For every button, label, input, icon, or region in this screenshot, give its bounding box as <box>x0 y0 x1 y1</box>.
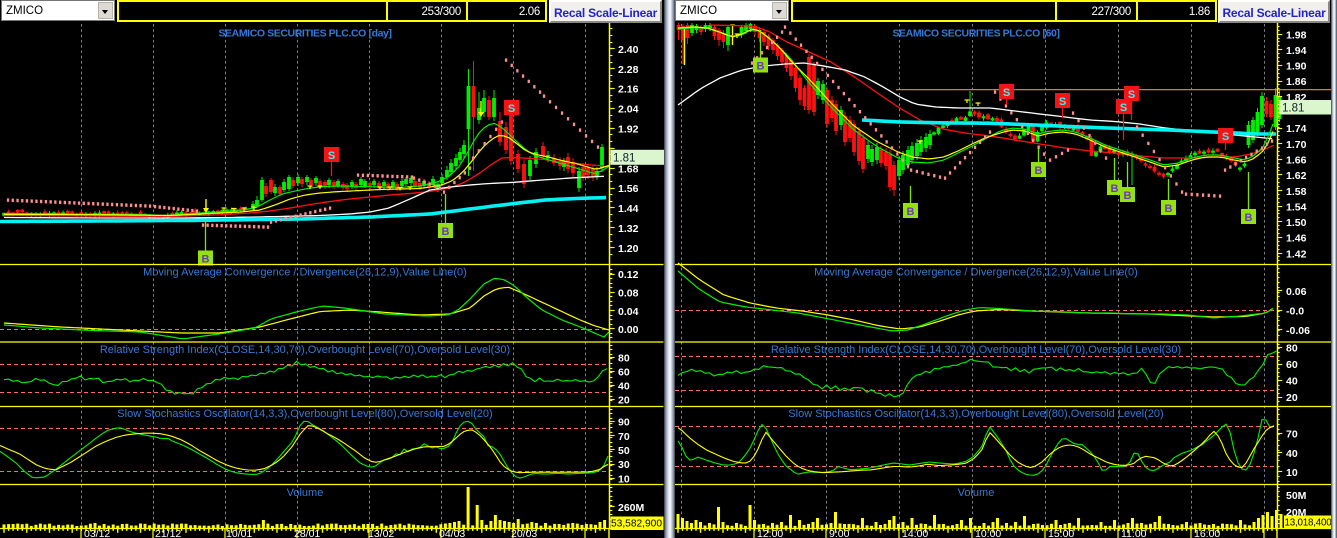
svg-text:SEAMICO SECURITIES PLC.CO [60]: SEAMICO SECURITIES PLC.CO [60] <box>892 28 1059 40</box>
svg-text:1.94: 1.94 <box>1286 45 1307 57</box>
svg-text:S: S <box>1120 102 1127 114</box>
svg-text:21/12: 21/12 <box>155 528 181 538</box>
svg-text:S: S <box>1059 96 1066 108</box>
svg-text:B: B <box>1124 190 1132 202</box>
svg-text:1.90: 1.90 <box>1286 61 1307 73</box>
svg-text:SEAMICO SECURITIES PLC.CO [day: SEAMICO SECURITIES PLC.CO [day] <box>218 28 391 40</box>
svg-text:Relative Strength Index(CLOSE,: Relative Strength Index(CLOSE,14,30,70),… <box>771 344 1181 356</box>
svg-text:Slow Stochastics Oscillator(14: Slow Stochastics Oscillator(14,3,3),Over… <box>788 408 1163 420</box>
svg-text:40: 40 <box>618 381 630 393</box>
svg-text:13/02: 13/02 <box>368 528 394 538</box>
svg-text:1.92: 1.92 <box>618 124 639 136</box>
svg-text:40: 40 <box>1286 448 1298 460</box>
svg-text:1.46: 1.46 <box>1286 233 1307 245</box>
svg-text:S: S <box>508 103 515 115</box>
svg-text:90: 90 <box>618 417 630 429</box>
svg-text:20: 20 <box>618 395 630 407</box>
svg-text:0.12: 0.12 <box>618 269 639 281</box>
svg-text:Slow Stochastics Oscillator(14: Slow Stochastics Oscillator(14,3,3),Over… <box>117 408 492 420</box>
svg-text:Moving Average Convergence / D: Moving Average Convergence / Divergence(… <box>814 267 1138 279</box>
svg-text:16:00: 16:00 <box>1194 528 1220 538</box>
svg-text:30: 30 <box>618 459 630 471</box>
svg-text:1.50: 1.50 <box>1286 217 1307 229</box>
svg-text:B: B <box>907 206 915 218</box>
svg-text:1.54: 1.54 <box>1286 201 1307 213</box>
svg-text:1.42: 1.42 <box>1286 248 1307 260</box>
svg-text:1.20: 1.20 <box>618 243 639 255</box>
svg-text:04/03: 04/03 <box>439 528 465 538</box>
svg-text:1.81: 1.81 <box>1282 103 1304 115</box>
svg-text:B: B <box>757 60 765 72</box>
svg-text:Volume: Volume <box>958 487 995 499</box>
svg-text:11:00: 11:00 <box>1121 528 1147 538</box>
svg-text:70: 70 <box>1286 429 1298 441</box>
svg-text:60: 60 <box>618 367 630 379</box>
svg-text:1.32: 1.32 <box>618 223 639 235</box>
svg-text:10:00: 10:00 <box>975 528 1001 538</box>
svg-text:1.98: 1.98 <box>1286 29 1307 41</box>
svg-text:260M: 260M <box>618 502 645 514</box>
svg-text:S: S <box>1003 87 1010 99</box>
svg-text:B: B <box>1111 183 1119 195</box>
svg-text:1.68: 1.68 <box>618 163 639 175</box>
svg-text:53,582,900: 53,582,900 <box>611 519 662 530</box>
svg-text:03/12: 03/12 <box>84 528 110 538</box>
svg-text:Moving Average Convergence / D: Moving Average Convergence / Divergence(… <box>143 267 467 279</box>
svg-text:10: 10 <box>1286 467 1298 479</box>
svg-text:40: 40 <box>1286 376 1298 388</box>
svg-text:1.58: 1.58 <box>1286 186 1307 198</box>
svg-text:2.16: 2.16 <box>618 84 639 96</box>
svg-text:1.86: 1.86 <box>1286 76 1307 88</box>
svg-text:-0.06: -0.06 <box>1286 325 1310 337</box>
svg-text:1.70: 1.70 <box>1286 139 1307 151</box>
svg-text:-0.0: -0.0 <box>1286 305 1304 317</box>
svg-text:12:00: 12:00 <box>757 528 783 538</box>
svg-text:1.66: 1.66 <box>1286 155 1307 167</box>
svg-text:1.44: 1.44 <box>618 203 639 215</box>
svg-text:0.06: 0.06 <box>1286 286 1307 298</box>
svg-text:S: S <box>1128 89 1135 101</box>
svg-text:1.81: 1.81 <box>613 153 635 165</box>
svg-text:2.04: 2.04 <box>618 104 639 116</box>
svg-text:50M: 50M <box>1286 490 1307 502</box>
svg-text:28/01: 28/01 <box>294 528 320 538</box>
svg-text:2.28: 2.28 <box>618 64 639 76</box>
svg-text:1.74: 1.74 <box>1286 123 1307 135</box>
svg-text:50: 50 <box>618 445 630 457</box>
svg-text:0.00: 0.00 <box>618 324 639 336</box>
svg-text:60: 60 <box>1286 359 1298 371</box>
svg-text:B: B <box>1245 212 1253 224</box>
svg-text:0.04: 0.04 <box>618 306 639 318</box>
svg-text:B: B <box>1035 165 1043 177</box>
svg-text:20/03: 20/03 <box>511 528 537 538</box>
svg-text:0.08: 0.08 <box>618 288 639 300</box>
svg-text:20: 20 <box>1286 392 1298 404</box>
svg-text:2.40: 2.40 <box>618 44 639 56</box>
svg-text:10: 10 <box>618 473 630 485</box>
svg-text:70: 70 <box>618 431 630 443</box>
svg-text:Volume: Volume <box>287 487 324 499</box>
svg-text:9:00: 9:00 <box>829 528 850 538</box>
svg-text:B: B <box>442 226 450 238</box>
svg-text:B: B <box>1165 203 1173 215</box>
svg-text:80: 80 <box>1286 343 1298 355</box>
svg-text:13,018,400: 13,018,400 <box>1285 518 1333 529</box>
svg-text:10/01: 10/01 <box>226 528 252 538</box>
svg-text:Relative Strength Index(CLOSE,: Relative Strength Index(CLOSE,14,30,70),… <box>100 344 510 356</box>
svg-text:B: B <box>202 253 210 265</box>
svg-text:14:00: 14:00 <box>902 528 928 538</box>
svg-text:1.56: 1.56 <box>618 183 639 195</box>
svg-text:80: 80 <box>618 353 630 365</box>
svg-text:S: S <box>1222 131 1229 143</box>
svg-text:1.62: 1.62 <box>1286 170 1307 182</box>
svg-text:15:00: 15:00 <box>1048 528 1074 538</box>
svg-text:S: S <box>328 150 335 162</box>
